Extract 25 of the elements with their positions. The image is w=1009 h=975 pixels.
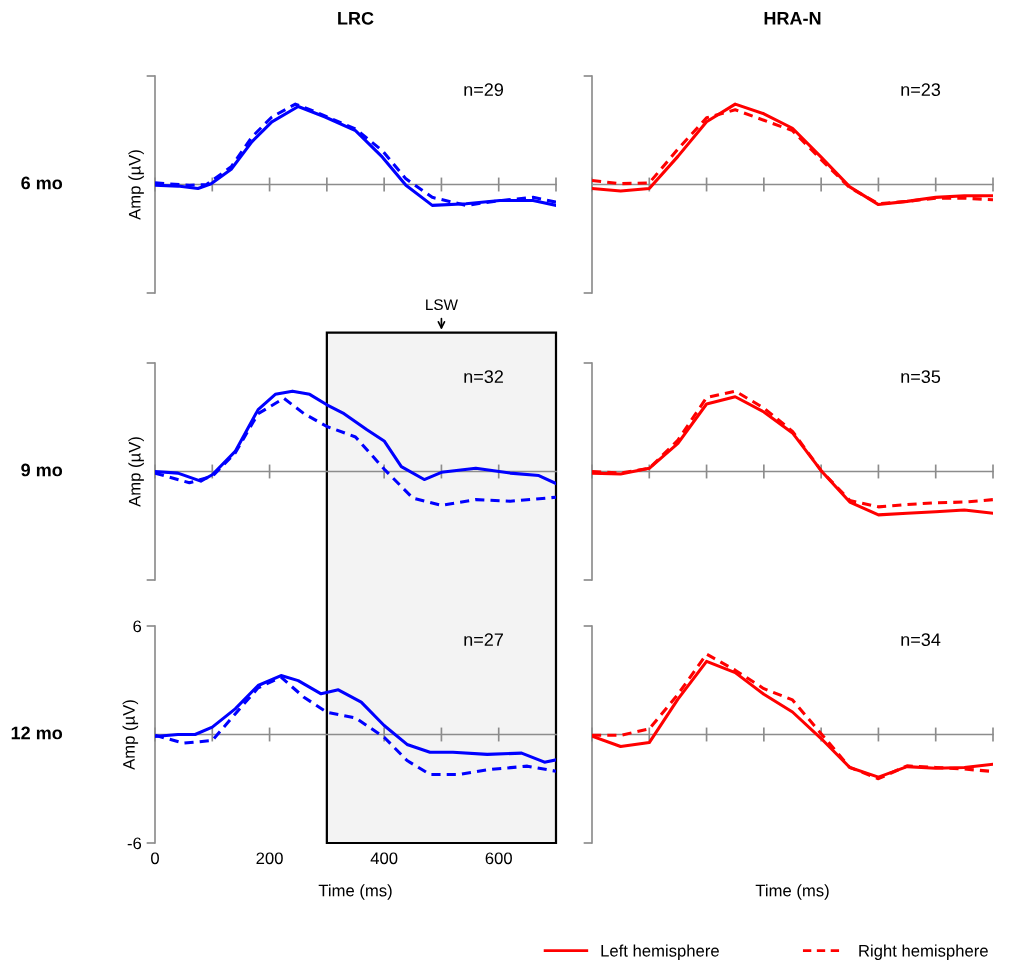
- legend-label: Right hemisphere: [859, 944, 988, 960]
- text: n=35: [901, 370, 941, 384]
- y-tick-label: -6: [127, 837, 142, 850]
- y-axis-title: Amp (µV): [128, 150, 144, 220]
- x-axis-title: Time (ms): [755, 884, 829, 900]
- y-axis-title: Amp (µV): [128, 437, 144, 507]
- x-tick-label: 200: [256, 852, 283, 865]
- text: 9 mo: [21, 463, 63, 477]
- x-tick-label: 0: [151, 852, 159, 865]
- text: n=32: [464, 370, 503, 384]
- text: n=34: [901, 633, 941, 647]
- x-axis-title: Time (ms): [318, 884, 392, 900]
- text: n=29: [464, 83, 504, 97]
- y-axis-title: Amp (µV): [122, 700, 139, 770]
- legend-label: Left hemisphere: [601, 944, 719, 960]
- text: 6 mo: [21, 176, 63, 190]
- chart-title: LRC: [338, 11, 374, 25]
- x-tick-label: 600: [485, 852, 512, 865]
- text: 12 mo: [11, 726, 63, 740]
- band-label: LSW: [426, 299, 458, 311]
- y-tick-label: 6: [133, 620, 142, 633]
- x-tick-label: 400: [370, 852, 398, 865]
- annotation: n=27: [464, 633, 503, 646]
- text: n=23: [901, 83, 941, 97]
- chart-title: HRA-N: [764, 12, 821, 25]
